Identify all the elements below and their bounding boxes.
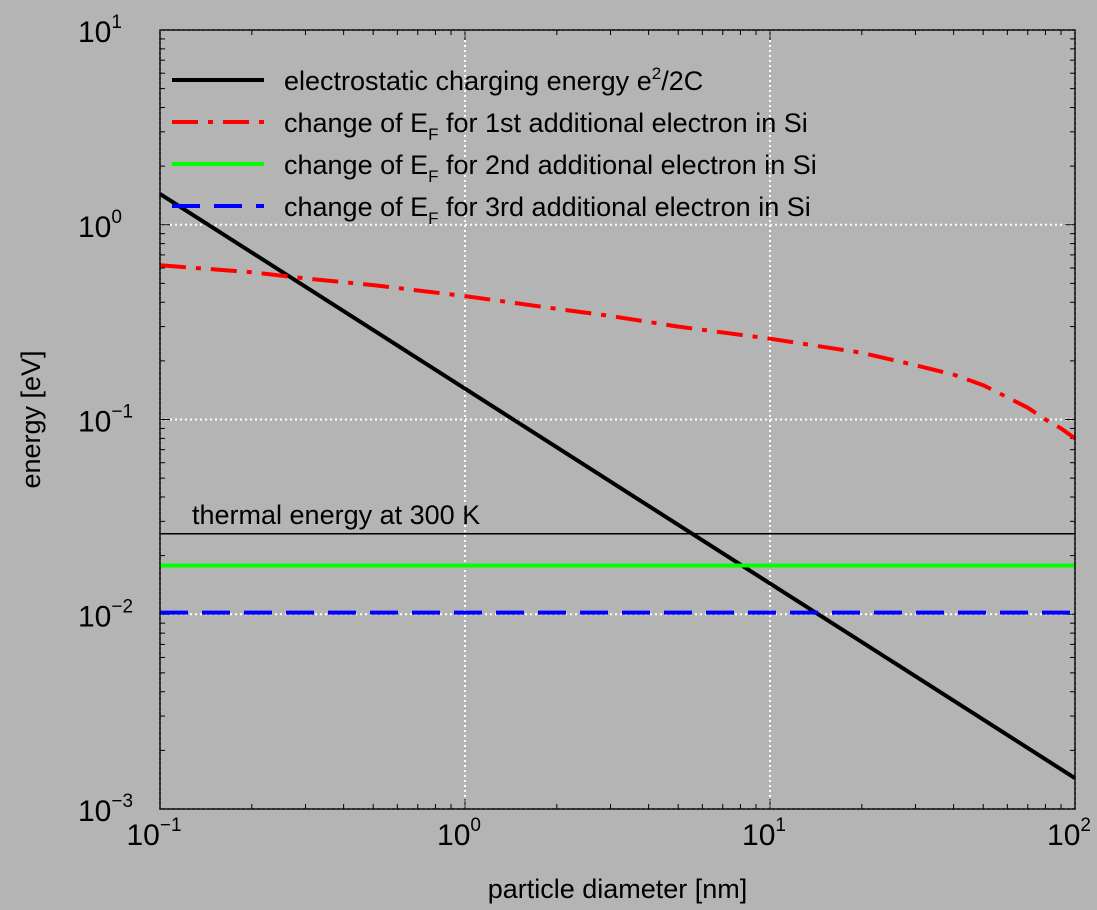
y-tick-label: 101 <box>78 12 122 49</box>
axis-labels: 10−1 100 101 102 10−3 10−2 10−1 100 101 particle … <box>16 12 1091 904</box>
thermal-energy-label: thermal energy at 300 K <box>192 500 480 530</box>
x-tick-label: 100 <box>437 815 481 852</box>
y-tick-label: 10−3 <box>78 791 133 828</box>
y-axis-title: energy [eV] <box>16 350 46 488</box>
x-tick-label: 101 <box>742 815 786 852</box>
series-line-2 <box>159 263 1077 441</box>
legend-label-4: change of EF for 3rd additional electron… <box>284 192 811 228</box>
y-tick-label: 10−2 <box>78 596 133 633</box>
legend-label-3: change of EF for 2nd additional electron… <box>284 150 817 186</box>
x-tick-label: 102 <box>1047 815 1091 852</box>
y-tick-label: 10−1 <box>78 402 133 439</box>
legend-label-1: electrostatic charging energy e2/2C <box>284 64 703 96</box>
series-line-1 <box>158 192 1077 780</box>
legend-label-2: change of EF for 1st additional electron… <box>284 108 808 144</box>
x-axis-title: particle diameter [nm] <box>488 874 748 904</box>
axes-frame <box>159 29 1076 810</box>
legend: electrostatic charging energy e2/2C chang… <box>172 64 817 228</box>
plot-area: thermal energy at 300 K <box>158 29 1077 810</box>
y-tick-label: 100 <box>78 207 122 244</box>
x-tick-label: 10−1 <box>126 815 181 852</box>
